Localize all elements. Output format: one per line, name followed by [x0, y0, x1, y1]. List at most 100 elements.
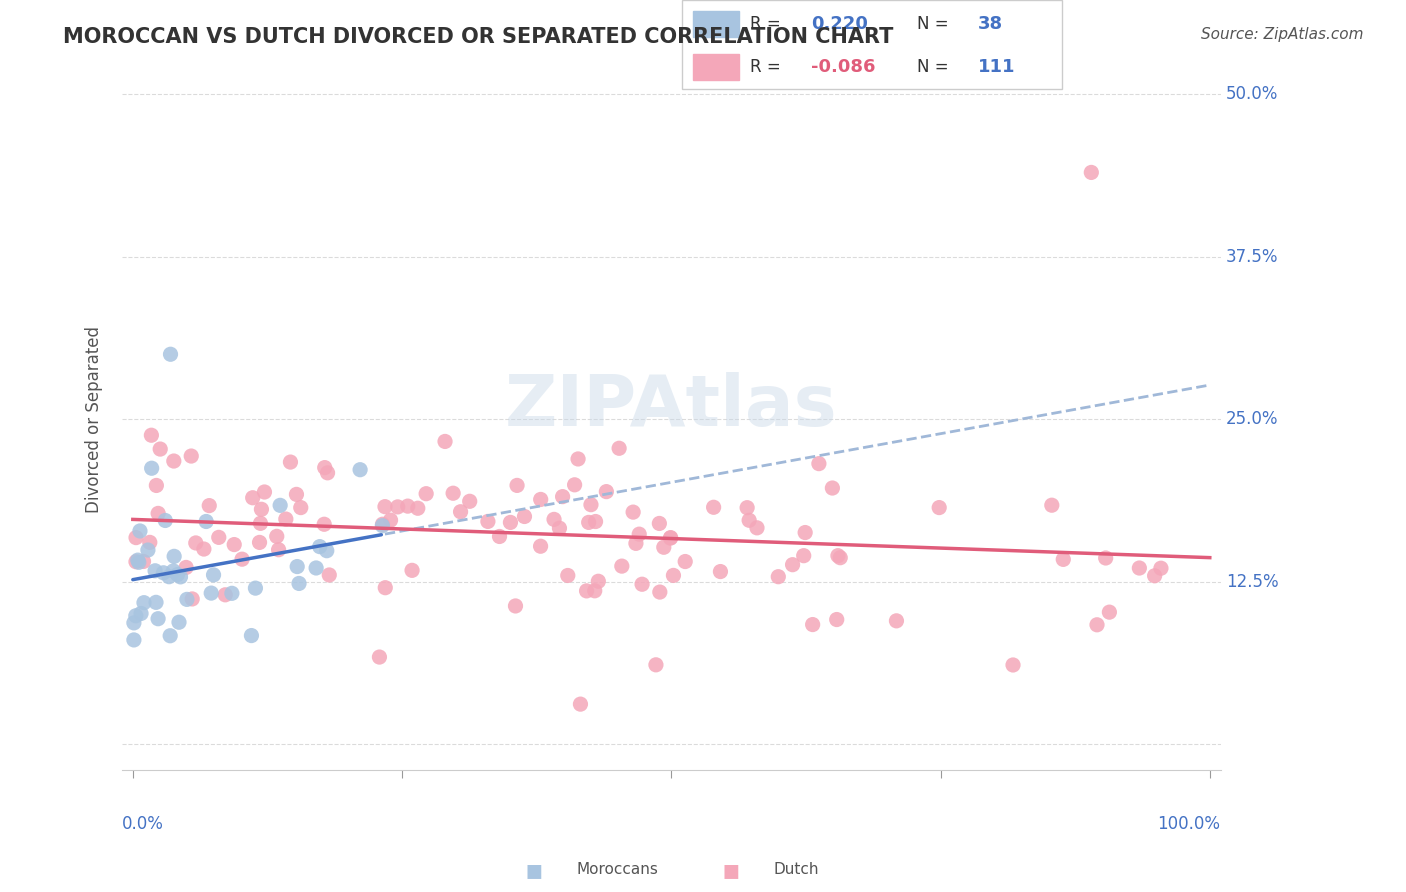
- Point: [231, 552, 253, 566]
- Point: [530, 492, 553, 507]
- Point: [181, 591, 204, 606]
- Point: [928, 500, 950, 515]
- Point: [242, 491, 264, 505]
- Point: [285, 559, 308, 574]
- Point: [1040, 498, 1063, 512]
- Text: Source: ZipAtlas.com: Source: ZipAtlas.com: [1201, 27, 1364, 42]
- Point: [159, 347, 181, 361]
- Point: [579, 498, 602, 512]
- Point: [588, 574, 610, 589]
- Point: [316, 466, 339, 480]
- Text: 25.0%: 25.0%: [1226, 410, 1278, 428]
- Point: [505, 599, 527, 613]
- Point: [127, 553, 149, 567]
- Point: [224, 538, 246, 552]
- Point: [825, 613, 848, 627]
- Point: [274, 512, 297, 526]
- Point: [827, 549, 849, 563]
- Point: [167, 615, 190, 630]
- Point: [195, 515, 218, 529]
- Point: [807, 457, 830, 471]
- Point: [886, 614, 908, 628]
- Text: N =: N =: [917, 15, 955, 33]
- Point: [513, 509, 536, 524]
- Point: [136, 543, 159, 558]
- Point: [308, 540, 330, 554]
- Point: [221, 586, 243, 600]
- Point: [569, 697, 592, 711]
- Point: [735, 500, 758, 515]
- Text: R =: R =: [751, 15, 786, 33]
- Text: 38: 38: [979, 15, 1002, 33]
- Point: [488, 529, 510, 543]
- FancyBboxPatch shape: [682, 0, 1062, 89]
- Point: [1094, 551, 1116, 566]
- Text: -0.086: -0.086: [811, 58, 876, 76]
- Point: [631, 577, 654, 591]
- Bar: [693, 54, 740, 80]
- Point: [703, 500, 725, 515]
- Point: [607, 442, 630, 456]
- Point: [1085, 617, 1108, 632]
- Point: [288, 576, 311, 591]
- Text: ▪: ▪: [721, 855, 741, 884]
- Point: [176, 592, 198, 607]
- Point: [208, 530, 231, 544]
- Point: [125, 555, 148, 569]
- Point: [249, 535, 271, 549]
- Text: 0.220: 0.220: [811, 15, 868, 33]
- Point: [621, 505, 644, 519]
- Point: [214, 588, 236, 602]
- Point: [624, 536, 647, 550]
- Point: [146, 612, 169, 626]
- Point: [129, 524, 152, 538]
- Point: [285, 487, 308, 501]
- Point: [315, 543, 337, 558]
- Point: [180, 449, 202, 463]
- Point: [648, 585, 671, 599]
- Point: [610, 559, 633, 574]
- Point: [269, 499, 291, 513]
- Point: [567, 452, 589, 467]
- Point: [585, 515, 607, 529]
- Point: [1052, 552, 1074, 566]
- Point: [801, 617, 824, 632]
- Point: [305, 561, 328, 575]
- Point: [163, 549, 186, 564]
- Point: [709, 565, 731, 579]
- Point: [387, 500, 409, 514]
- Text: R =: R =: [751, 58, 786, 76]
- Point: [548, 521, 571, 535]
- Point: [415, 486, 437, 500]
- Text: Moroccans: Moroccans: [576, 863, 658, 877]
- Point: [157, 570, 180, 584]
- Point: [166, 567, 188, 582]
- Point: [1001, 657, 1024, 672]
- Point: [557, 568, 579, 582]
- Text: 12.5%: 12.5%: [1226, 573, 1278, 591]
- Point: [193, 542, 215, 557]
- Point: [821, 481, 844, 495]
- Point: [125, 531, 148, 545]
- Point: [132, 554, 155, 568]
- Point: [380, 513, 402, 527]
- Point: [141, 428, 163, 442]
- Point: [768, 570, 790, 584]
- Point: [374, 500, 396, 514]
- Point: [349, 463, 371, 477]
- Point: [662, 568, 685, 582]
- Point: [659, 531, 682, 545]
- Point: [543, 512, 565, 526]
- Point: [202, 568, 225, 582]
- Point: [673, 555, 696, 569]
- Point: [145, 595, 167, 609]
- Point: [290, 500, 312, 515]
- Point: [628, 527, 651, 541]
- Point: [240, 629, 263, 643]
- Point: [1143, 568, 1166, 582]
- Point: [163, 454, 186, 468]
- Point: [314, 517, 336, 532]
- Point: [162, 564, 184, 578]
- Point: [374, 581, 396, 595]
- Bar: [693, 11, 740, 37]
